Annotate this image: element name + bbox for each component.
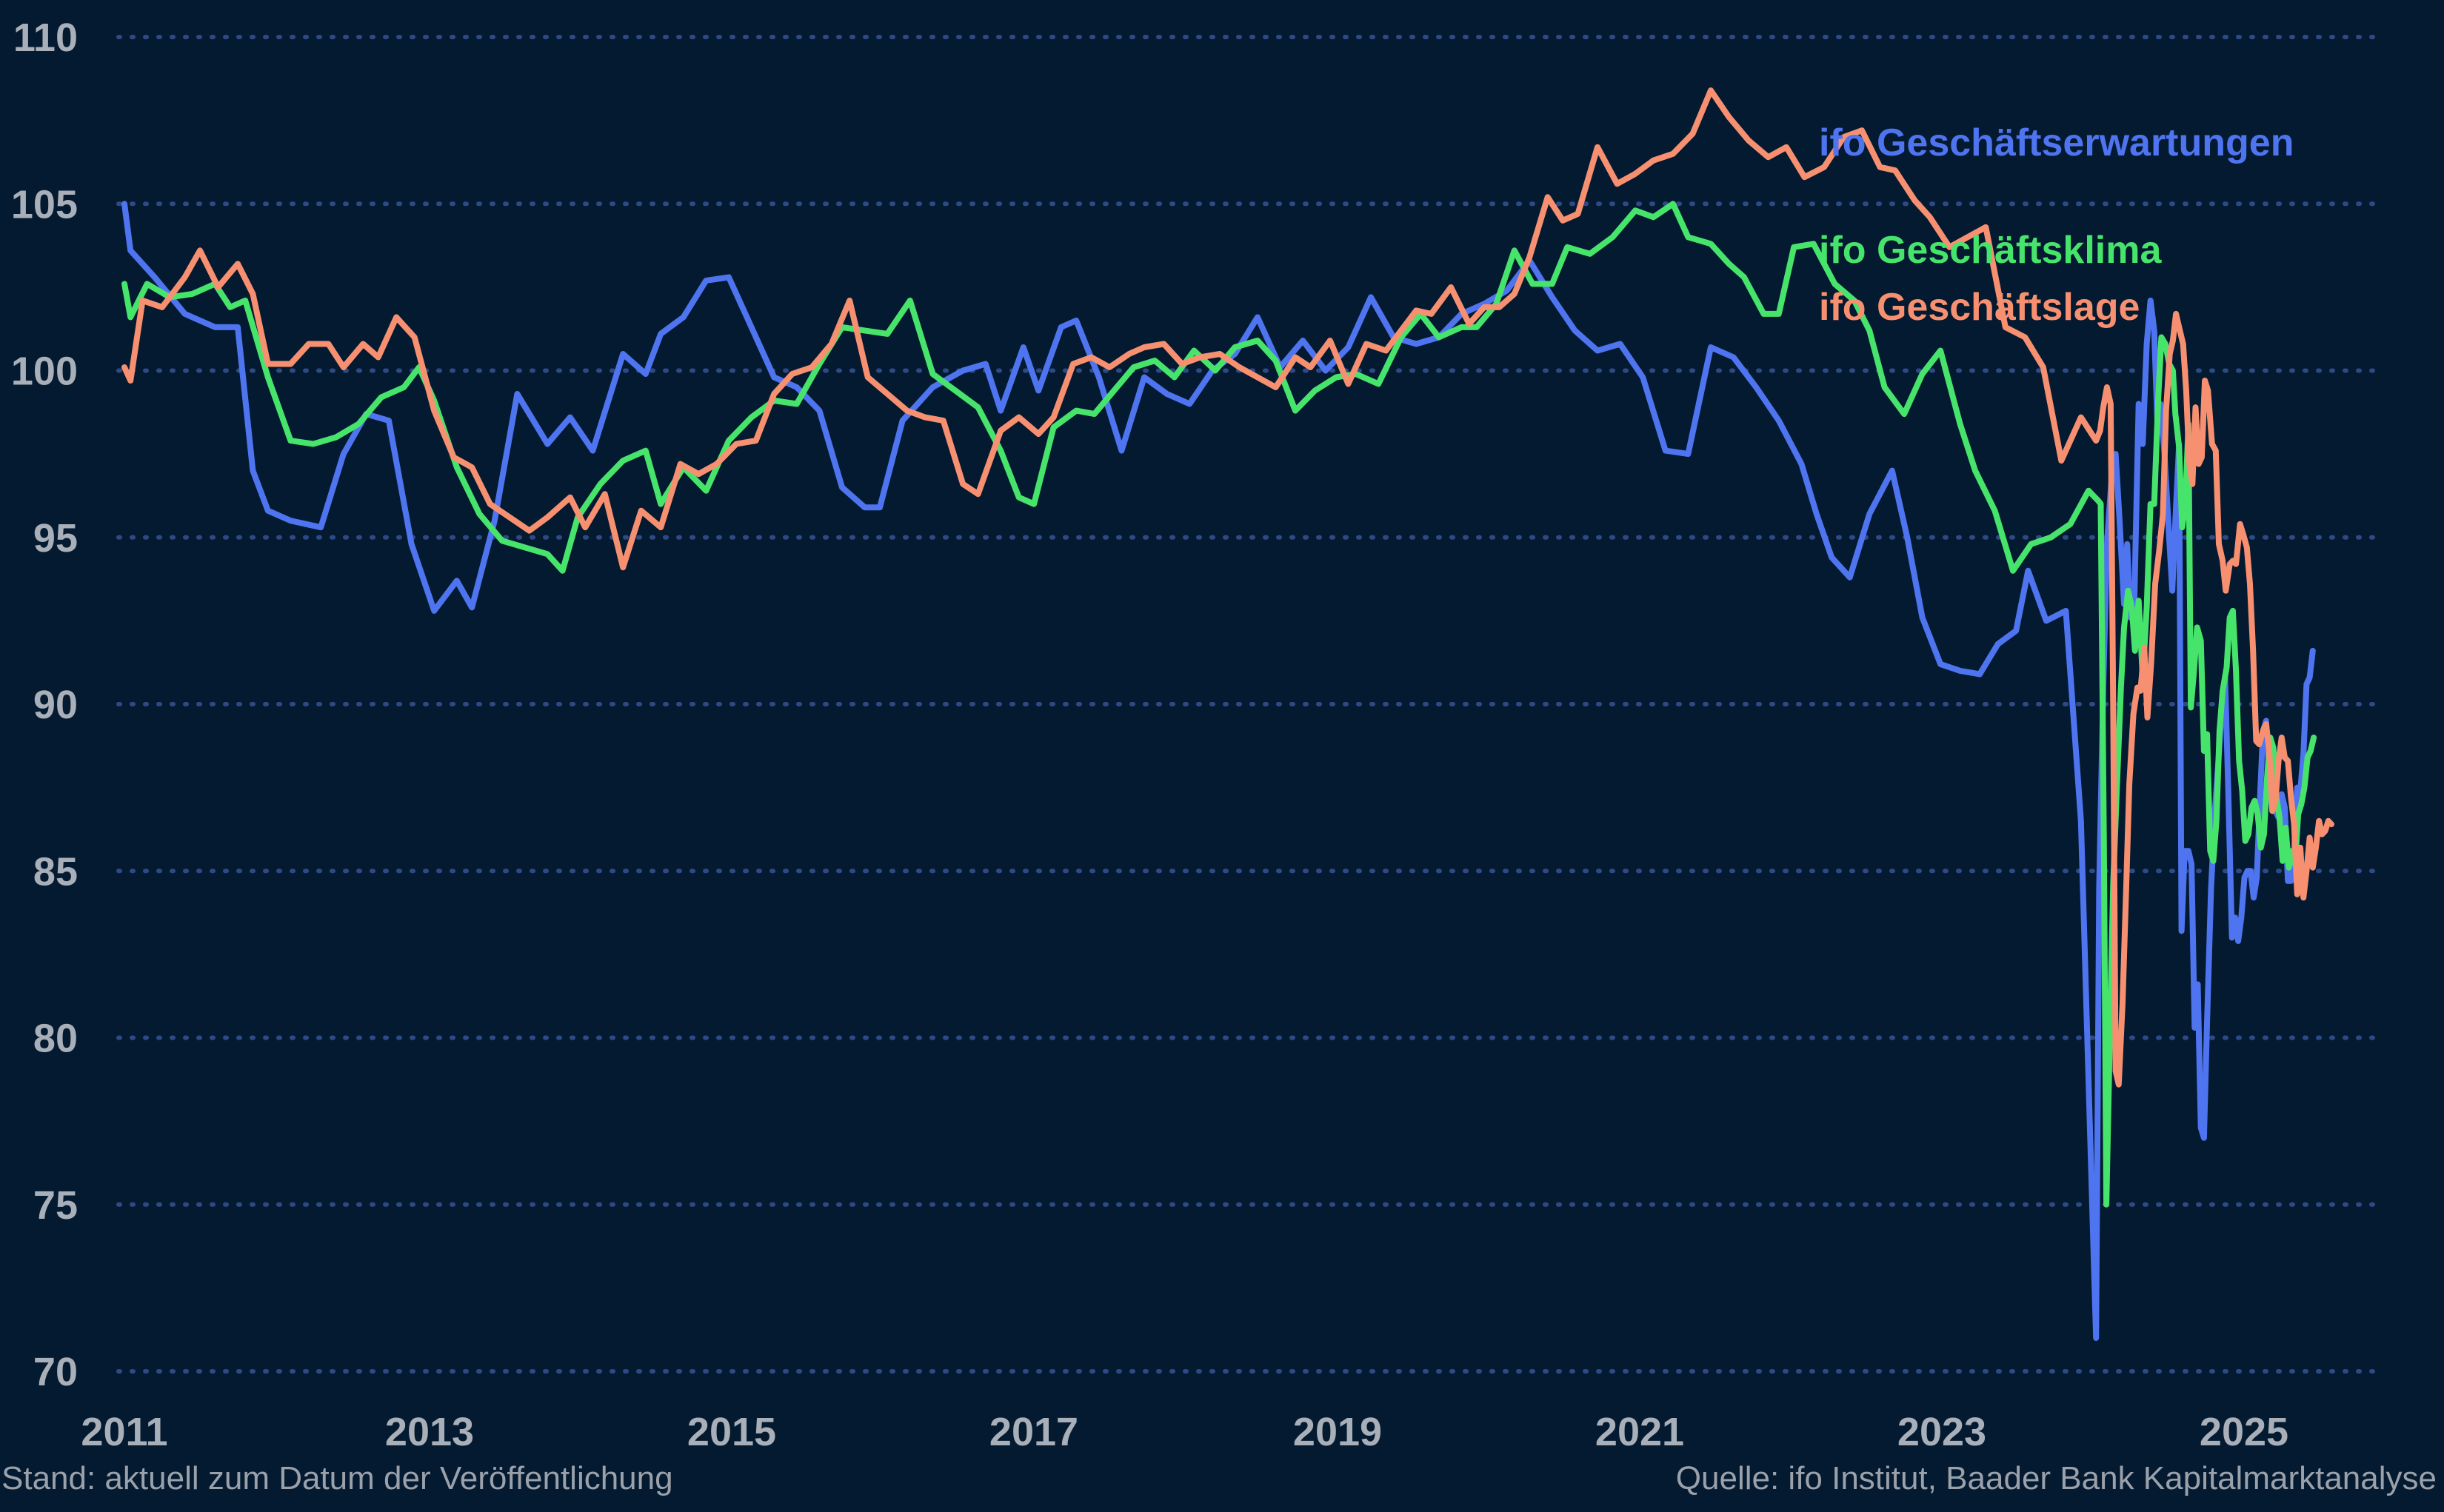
y-tick-label: 110 [13,16,78,60]
legend-entry-3: ifo Geschäftslage [1819,286,2140,329]
x-axis: 2011 2013 2015 2017 2019 2021 2023 2025 [81,1410,2288,1454]
x-tick-label: 2021 [1595,1410,1684,1454]
y-tick-label: 105 [11,182,78,227]
gridlines [116,35,2380,1374]
y-tick-label: 90 [33,683,78,727]
x-tick-label: 2023 [1897,1410,1986,1454]
y-tick-label: 85 [33,849,78,894]
x-tick-label: 2013 [385,1410,474,1454]
series-group [121,87,2334,1341]
x-tick-label: 2019 [1293,1410,1382,1454]
x-tick-label: 2011 [81,1410,167,1454]
y-tick-label: 75 [33,1183,78,1228]
y-tick-label: 70 [33,1350,78,1394]
y-tick-label: 95 [33,516,78,561]
x-tick-label: 2025 [2200,1410,2288,1454]
footer-note: Stand: aktuell zum Datum der Veröffentli… [1,1460,673,1496]
legend-entry-2: ifo Geschäftsklima [1819,229,2162,272]
x-tick-label: 2017 [989,1410,1078,1454]
y-axis: 70 75 80 85 90 95 100 105 110 [11,16,78,1394]
y-tick-label: 100 [11,349,78,394]
legend: ifo Geschäftserwartungen ifo Geschäftskli… [1819,121,2294,329]
legend-entry-1: ifo Geschäftserwartungen [1819,121,2294,164]
footer-source: Quelle: ifo Institut, Baader Bank Kapita… [1675,1460,2437,1496]
series-line-3 [121,87,2334,1088]
series-line-1 [121,201,2316,1341]
y-tick-label: 80 [33,1017,78,1061]
x-tick-label: 2015 [687,1410,776,1454]
